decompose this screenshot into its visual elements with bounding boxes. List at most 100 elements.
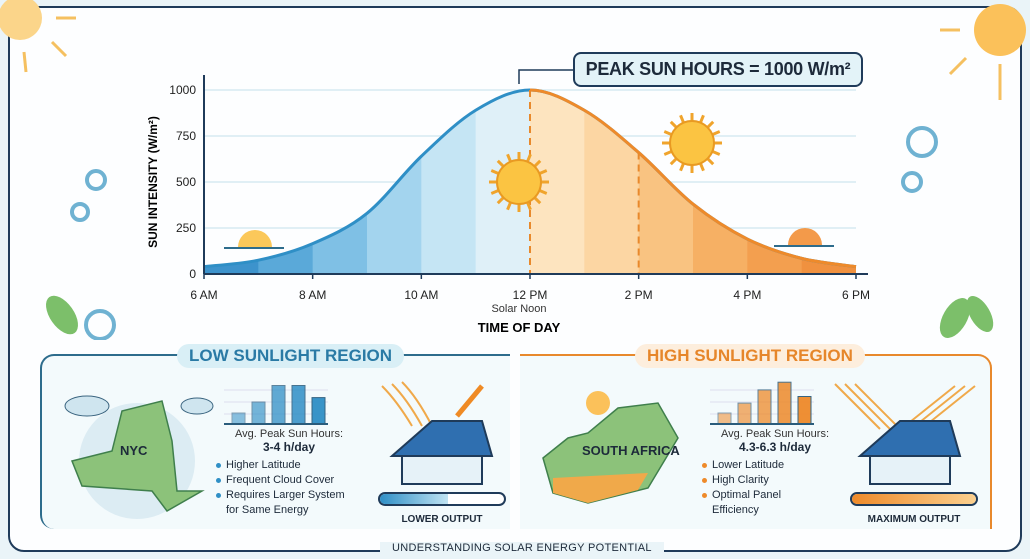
afternoon-sun-icon — [662, 113, 722, 173]
x-tick-label: 4 PM — [733, 288, 761, 302]
sun-ray — [711, 150, 721, 156]
leaf-icon — [46, 295, 994, 338]
high-mini-bar-chart — [710, 381, 814, 425]
high-sunlight-region: HIGH SUNLIGHT REGION SOUTH AFRICA Avg. P… — [520, 344, 992, 529]
house-solar-panel-icon — [834, 383, 976, 485]
axes: 0 250 500 750 1000 6 AM 8 AM 10 AM 12 PM 2 PM 4 PM… — [169, 75, 870, 302]
sun-ray — [526, 201, 532, 211]
sun-ray — [496, 196, 505, 205]
stat-label: Avg. Peak Sun Hours: — [720, 428, 830, 440]
mini-bar — [737, 402, 752, 425]
area-band — [584, 90, 640, 274]
sun-ray — [496, 159, 505, 168]
decorations — [0, 0, 1026, 340]
bullet: High Clarity — [700, 473, 850, 488]
bullet: Requires Larger System — [214, 488, 364, 503]
output-level-bar — [850, 492, 978, 506]
sun-ray — [538, 189, 548, 195]
area-band — [421, 90, 477, 274]
sun-ray — [490, 189, 500, 195]
output-label: MAXIMUM OUTPUT — [867, 514, 961, 525]
output-level-bar — [378, 492, 506, 506]
x-tick-note: Solar Noon — [491, 303, 546, 315]
sun-ray — [506, 201, 512, 211]
south-africa-map-icon — [542, 391, 679, 504]
peak-sun-hours-callout: PEAK SUN HOURS = 1000 W/m² — [573, 52, 863, 87]
sun-corner-left-icon — [0, 0, 76, 73]
high-stats: Avg. Peak Sun Hours: 4.3-6.3 h/day Lower… — [700, 428, 850, 518]
noon-sun-icon — [489, 152, 549, 212]
sun-disc — [496, 159, 542, 205]
sun-ray — [538, 169, 548, 175]
new-york-map-icon — [64, 395, 214, 519]
region-title: HIGH SUNLIGHT REGION — [635, 344, 865, 368]
x-tick-label: 6 PM — [842, 288, 870, 302]
sunset-icon — [788, 228, 822, 245]
footer-title: UNDERSTANDING SOLAR ENERGY POTENTIAL — [380, 542, 664, 554]
sun-ray — [663, 150, 673, 156]
mini-bar — [797, 396, 812, 425]
x-tick-label: 2 PM — [625, 288, 653, 302]
low-stats: Avg. Peak Sun Hours: 3-4 h/day Higher La… — [214, 428, 364, 518]
sunrise-icon — [238, 230, 272, 247]
gear-icon — [70, 126, 938, 340]
y-tick-label: 1000 — [169, 83, 196, 97]
sun-ray — [679, 162, 685, 172]
sun-ray — [679, 114, 685, 124]
sun-ray — [706, 120, 715, 129]
sun-ray — [699, 162, 705, 172]
x-tick-label: 10 AM — [404, 288, 438, 302]
sun-corner-right-icon — [940, 4, 1026, 100]
callout-arrow — [518, 69, 573, 84]
sun-intensity-chart: 0 250 500 750 1000 6 AM 8 AM 10 AM 12 PM 2 PM 4 PM… — [0, 0, 1026, 340]
sun-ray — [669, 157, 678, 166]
mini-bar — [757, 389, 772, 425]
x-tick-label: 12 PM — [513, 288, 548, 302]
sun-ray — [663, 130, 673, 136]
y-tick-label: 750 — [176, 129, 196, 143]
stat-label: Avg. Peak Sun Hours: — [234, 428, 344, 440]
bullet: Lower Latitude — [700, 458, 850, 473]
sun-ray — [526, 153, 532, 163]
sun-ray — [490, 169, 500, 175]
intensity-curve — [203, 88, 857, 274]
region-title: LOW SUNLIGHT REGION — [177, 344, 405, 368]
output-label: LOWER OUTPUT — [401, 514, 483, 525]
mini-bar — [717, 412, 732, 425]
map-label: SOUTH AFRICA — [582, 443, 680, 458]
sun-disc — [669, 120, 715, 166]
sun-ray — [506, 153, 512, 163]
mini-bar — [777, 381, 792, 425]
sun-ray — [699, 114, 705, 124]
stat-value: 3-4 h/day — [262, 440, 316, 454]
house-solar-panel-icon — [381, 381, 494, 485]
mini-bar — [291, 385, 306, 425]
x-tick-label: 6 AM — [190, 288, 217, 302]
low-mini-bar-chart — [224, 385, 328, 425]
stat-value: 4.3-6.3 h/day — [738, 440, 812, 454]
area-band — [693, 90, 748, 274]
bullet: Frequent Cloud Cover — [214, 473, 364, 488]
sun-ray — [711, 130, 721, 136]
y-axis-label: SUN INTENSITY (W/m²) — [146, 116, 160, 248]
sun-ray — [669, 120, 678, 129]
bullet: Efficiency — [712, 504, 759, 516]
sun-icons — [224, 113, 834, 249]
y-tick-label: 0 — [189, 267, 196, 281]
mini-bar — [231, 412, 246, 425]
y-tick-label: 250 — [176, 221, 196, 235]
area-band — [367, 90, 422, 274]
sun-ray — [533, 196, 542, 205]
mini-bar — [311, 397, 326, 425]
bullet: Higher Latitude — [214, 458, 364, 473]
area-band — [312, 90, 368, 274]
sun-ray — [533, 159, 542, 168]
x-axis-label: TIME OF DAY — [478, 320, 561, 335]
bullet: for Same Energy — [226, 504, 309, 516]
low-sunlight-region: LOW SUNLIGHT REGION NYC Avg. Peak Sun Ho… — [40, 344, 510, 529]
y-tick-label: 500 — [176, 175, 196, 189]
mini-bar — [271, 385, 286, 425]
sun-ray — [706, 157, 715, 166]
x-tick-label: 8 AM — [299, 288, 326, 302]
map-label: NYC — [120, 443, 148, 458]
